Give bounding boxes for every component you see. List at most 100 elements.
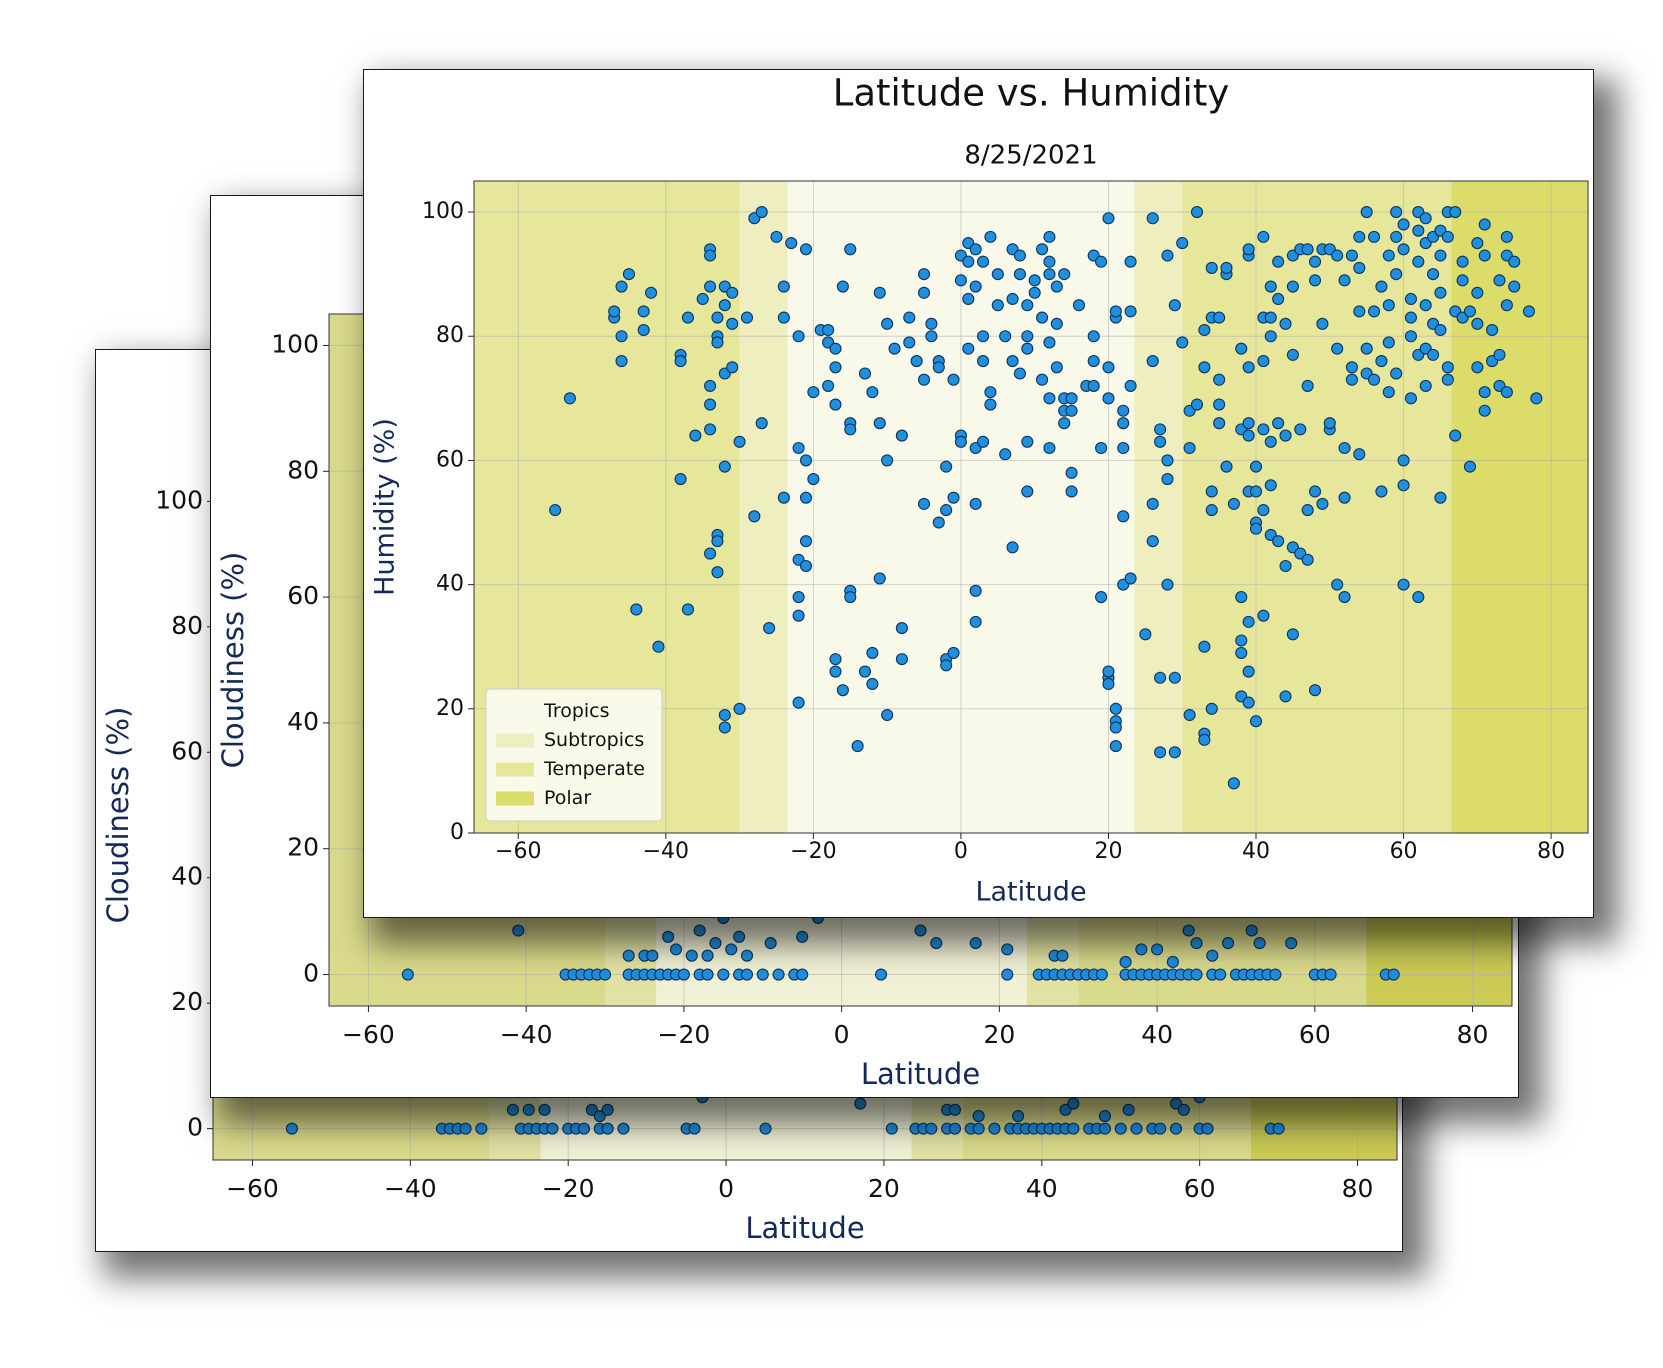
scatter-point bbox=[740, 968, 754, 981]
scatter-point bbox=[1139, 628, 1152, 641]
scatter-point bbox=[696, 292, 709, 306]
scatter-point bbox=[1021, 435, 1034, 448]
scatter-point bbox=[1353, 305, 1366, 318]
scatter-point bbox=[615, 330, 628, 343]
scatter-point bbox=[1264, 330, 1277, 343]
scatter-point bbox=[1130, 1122, 1143, 1135]
scatter-point bbox=[1449, 429, 1462, 442]
x-tick-label: −20 bbox=[542, 1174, 595, 1203]
scatter-point bbox=[1272, 255, 1285, 268]
scatter-point bbox=[851, 740, 864, 753]
scatter-point bbox=[844, 423, 857, 436]
x-tick-label: 80 bbox=[1457, 1020, 1489, 1049]
scatter-point bbox=[726, 286, 739, 299]
scatter-point bbox=[770, 230, 783, 243]
scatter-point bbox=[799, 243, 813, 256]
scatter-point bbox=[1323, 417, 1336, 430]
scatter-point bbox=[1368, 305, 1381, 318]
scatter-point bbox=[549, 504, 562, 517]
scatter-point bbox=[1190, 968, 1203, 981]
scatter-point bbox=[873, 286, 886, 299]
scatter-point bbox=[1205, 261, 1218, 274]
chart-subtitle: 8/25/2021 bbox=[964, 141, 1097, 171]
scatter-point bbox=[1449, 205, 1462, 219]
scatter-point bbox=[1412, 590, 1425, 604]
scatter-point bbox=[1404, 311, 1417, 324]
scatter-point bbox=[1235, 646, 1248, 659]
scatter-point bbox=[1427, 348, 1440, 361]
y-tick-label: 80 bbox=[436, 323, 464, 348]
y-tick-label: 60 bbox=[287, 581, 319, 610]
scatter-point bbox=[1028, 286, 1041, 299]
scatter-point bbox=[1013, 367, 1026, 380]
scatter-point bbox=[947, 491, 960, 504]
scatter-point bbox=[1338, 441, 1351, 455]
scatter-point bbox=[1190, 205, 1204, 219]
scatter-point bbox=[1135, 943, 1148, 956]
scatter-point bbox=[1397, 479, 1410, 492]
scatter-point bbox=[1012, 1110, 1025, 1123]
scatter-point bbox=[792, 696, 805, 709]
scatter-point bbox=[1021, 299, 1034, 312]
scatter-point bbox=[976, 330, 990, 343]
scatter-point bbox=[1486, 323, 1499, 337]
scatter-point bbox=[1375, 485, 1388, 498]
scatter-point bbox=[1471, 286, 1484, 299]
scatter-point bbox=[1279, 690, 1292, 703]
scatter-point bbox=[1249, 522, 1263, 535]
scatter-point bbox=[1154, 435, 1167, 448]
scatter-point bbox=[962, 292, 975, 306]
scatter-point bbox=[991, 268, 1004, 281]
scatter-point bbox=[1043, 268, 1056, 281]
scatter-point bbox=[940, 659, 953, 672]
scatter-point bbox=[1050, 317, 1063, 330]
scatter-point bbox=[854, 1097, 867, 1110]
scatter-point bbox=[1169, 1097, 1183, 1110]
zone-band bbox=[739, 181, 788, 833]
scatter-point bbox=[799, 454, 813, 467]
scatter-point bbox=[1095, 590, 1108, 604]
scatter-point bbox=[969, 615, 982, 628]
scatter-point bbox=[1493, 348, 1506, 361]
scatter-point bbox=[1257, 423, 1270, 436]
scatter-point bbox=[1102, 665, 1115, 678]
scatter-point bbox=[866, 386, 879, 399]
scatter-point bbox=[1242, 417, 1255, 430]
scatter-point bbox=[1205, 504, 1218, 517]
scatter-point bbox=[829, 361, 842, 374]
scatter-point bbox=[759, 1122, 772, 1135]
y-tick-label: 100 bbox=[271, 329, 319, 358]
scatter-point bbox=[873, 572, 886, 585]
scatter-point bbox=[792, 441, 805, 455]
scatter-point bbox=[807, 473, 820, 486]
scatter-point bbox=[799, 559, 813, 573]
scatter-point bbox=[1412, 224, 1425, 237]
scatter-point bbox=[1168, 671, 1181, 684]
scatter-point bbox=[772, 968, 785, 981]
scatter-point bbox=[1353, 448, 1366, 461]
scatter-point bbox=[1198, 640, 1211, 653]
scatter-point bbox=[962, 255, 975, 268]
scatter-point bbox=[1098, 1122, 1111, 1135]
scatter-point bbox=[925, 330, 938, 343]
scatter-point bbox=[1169, 1122, 1183, 1135]
scatter-point bbox=[740, 949, 754, 962]
scatter-point bbox=[1117, 441, 1130, 455]
scatter-point bbox=[844, 243, 857, 256]
y-tick-label: 20 bbox=[171, 987, 203, 1016]
scatter-point bbox=[711, 311, 724, 324]
scatter-point bbox=[756, 968, 769, 981]
scatter-point bbox=[1269, 968, 1282, 981]
scatter-point bbox=[717, 968, 730, 981]
scatter-point bbox=[1043, 255, 1056, 268]
scatter-point bbox=[1471, 361, 1484, 374]
x-tick-label: −60 bbox=[342, 1020, 395, 1049]
scatter-point bbox=[796, 930, 809, 943]
scatter-point bbox=[822, 379, 835, 392]
scatter-point bbox=[1222, 937, 1235, 950]
scatter-point bbox=[984, 230, 997, 243]
scatter-point bbox=[785, 237, 798, 250]
scatter-point bbox=[1117, 404, 1130, 417]
scatter-point bbox=[709, 937, 722, 950]
scatter-point bbox=[764, 937, 777, 950]
